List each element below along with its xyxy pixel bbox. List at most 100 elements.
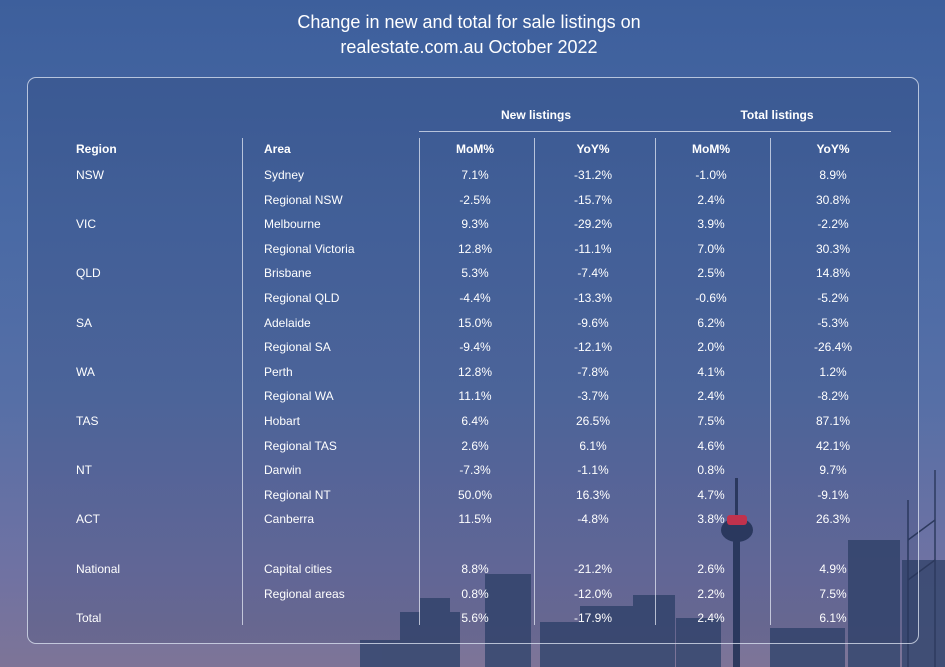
total-yoy-cell: 1.2% [819, 365, 847, 379]
col-header-region: Region [76, 142, 117, 156]
new-mom-cell: -4.4% [459, 291, 491, 305]
total-mom-cell: 3.9% [697, 217, 725, 231]
column-divider [534, 138, 535, 625]
total-yoy-cell: 6.1% [819, 611, 847, 625]
total-yoy-cell: -26.4% [813, 340, 853, 354]
total-mom-cell: 6.2% [697, 316, 725, 330]
new-yoy-cell: -29.2% [573, 217, 613, 231]
col-header-new-yoy: YoY% [576, 142, 610, 156]
area-cell: Adelaide [264, 316, 311, 330]
new-yoy-cell: -21.2% [573, 562, 613, 576]
total-yoy-cell: 30.3% [815, 242, 851, 256]
new-mom-cell: 11.5% [458, 512, 492, 526]
new-mom-cell: 5.6% [461, 611, 489, 625]
area-cell: Regional QLD [264, 291, 340, 305]
new-mom-cell: 6.4% [461, 414, 489, 428]
region-cell: NT [76, 463, 92, 477]
total-mom-cell: -1.0% [695, 168, 727, 182]
total-mom-cell: 2.6% [697, 562, 725, 576]
total-mom-cell: 4.6% [697, 439, 725, 453]
title-line-2: realestate.com.au October 2022 [340, 37, 598, 57]
area-cell: Canberra [264, 512, 315, 526]
region-cell: ACT [76, 512, 100, 526]
new-yoy-cell: 16.3% [575, 488, 611, 502]
column-divider [770, 138, 771, 625]
total-mom-cell: 2.4% [697, 389, 725, 403]
col-header-area: Area [264, 142, 291, 156]
region-cell: TAS [76, 414, 99, 428]
new-yoy-cell: -17.9% [573, 611, 613, 625]
area-cell: Regional NSW [264, 193, 343, 207]
new-yoy-cell: -11.1% [574, 242, 612, 256]
col-header-total-yoy: YoY% [816, 142, 850, 156]
new-yoy-cell: -9.6% [577, 316, 609, 330]
region-cell: VIC [76, 217, 97, 231]
total-mom-cell: 3.8% [697, 512, 725, 526]
area-cell: Perth [264, 365, 293, 379]
total-yoy-cell: -9.1% [817, 488, 849, 502]
group-header-underline [655, 131, 891, 132]
total-yoy-cell: -8.2% [817, 389, 849, 403]
total-yoy-cell: -5.2% [817, 291, 849, 305]
new-yoy-cell: -31.2% [573, 168, 613, 182]
total-mom-cell: 4.7% [697, 488, 725, 502]
new-yoy-cell: -15.7% [573, 193, 613, 207]
total-mom-cell: 2.0% [697, 340, 725, 354]
region-cell: QLD [76, 266, 101, 280]
area-cell: Regional areas [264, 587, 345, 601]
new-mom-cell: -9.4% [459, 340, 491, 354]
total-yoy-cell: -2.2% [817, 217, 849, 231]
group-header-total-listings: Total listings [740, 108, 814, 122]
area-cell: Capital cities [264, 562, 333, 576]
total-mom-cell: -0.6% [695, 291, 727, 305]
total-yoy-cell: -5.3% [817, 316, 849, 330]
new-mom-cell: 0.8% [461, 587, 489, 601]
area-cell: Regional TAS [264, 439, 337, 453]
new-yoy-cell: -3.7% [577, 389, 609, 403]
column-divider [242, 138, 243, 625]
total-mom-cell: 2.4% [697, 193, 725, 207]
group-header-new-listings: New listings [500, 108, 571, 122]
total-yoy-cell: 87.1% [815, 414, 851, 428]
new-yoy-cell: -4.8% [577, 512, 609, 526]
column-divider [419, 138, 420, 625]
total-yoy-cell: 8.9% [819, 168, 847, 182]
new-mom-cell: 9.3% [461, 217, 489, 231]
region-cell: WA [76, 365, 95, 379]
new-mom-cell: 50.0% [457, 488, 493, 502]
area-cell: Regional NT [264, 488, 331, 502]
new-mom-cell: 7.1% [461, 168, 489, 182]
total-yoy-cell: 14.8% [815, 266, 851, 280]
area-cell: Darwin [264, 463, 302, 477]
total-mom-cell: 2.2% [697, 587, 725, 601]
new-yoy-cell: -7.8% [577, 365, 609, 379]
new-mom-cell: -7.3% [459, 463, 491, 477]
new-yoy-cell: 6.1% [579, 439, 607, 453]
total-yoy-cell: 42.1% [815, 439, 851, 453]
new-yoy-cell: -12.1% [573, 340, 613, 354]
total-mom-cell: 7.5% [697, 414, 725, 428]
total-yoy-cell: 9.7% [819, 463, 847, 477]
total-yoy-cell: 4.9% [819, 562, 847, 576]
new-yoy-cell: -13.3% [573, 291, 613, 305]
group-header-underline [419, 131, 655, 132]
new-mom-cell: 11.1% [458, 389, 492, 403]
total-mom-cell: 4.1% [697, 365, 725, 379]
column-divider [655, 138, 656, 625]
new-mom-cell: 12.8% [457, 242, 493, 256]
area-cell: Melbourne [264, 217, 321, 231]
chart-title: Change in new and total for sale listing… [0, 10, 938, 60]
new-mom-cell: 15.0% [457, 316, 493, 330]
col-header-new-mom: MoM% [456, 142, 494, 156]
region-cell: SA [76, 316, 93, 330]
table-panel [27, 77, 919, 644]
region-cell: Total [76, 611, 102, 625]
total-yoy-cell: 7.5% [819, 587, 847, 601]
col-header-total-mom: MoM% [692, 142, 730, 156]
region-cell: National [76, 562, 121, 576]
total-mom-cell: 0.8% [697, 463, 725, 477]
title-line-1: Change in new and total for sale listing… [297, 12, 641, 32]
new-yoy-cell: -12.0% [573, 587, 613, 601]
area-cell: Regional WA [264, 389, 334, 403]
